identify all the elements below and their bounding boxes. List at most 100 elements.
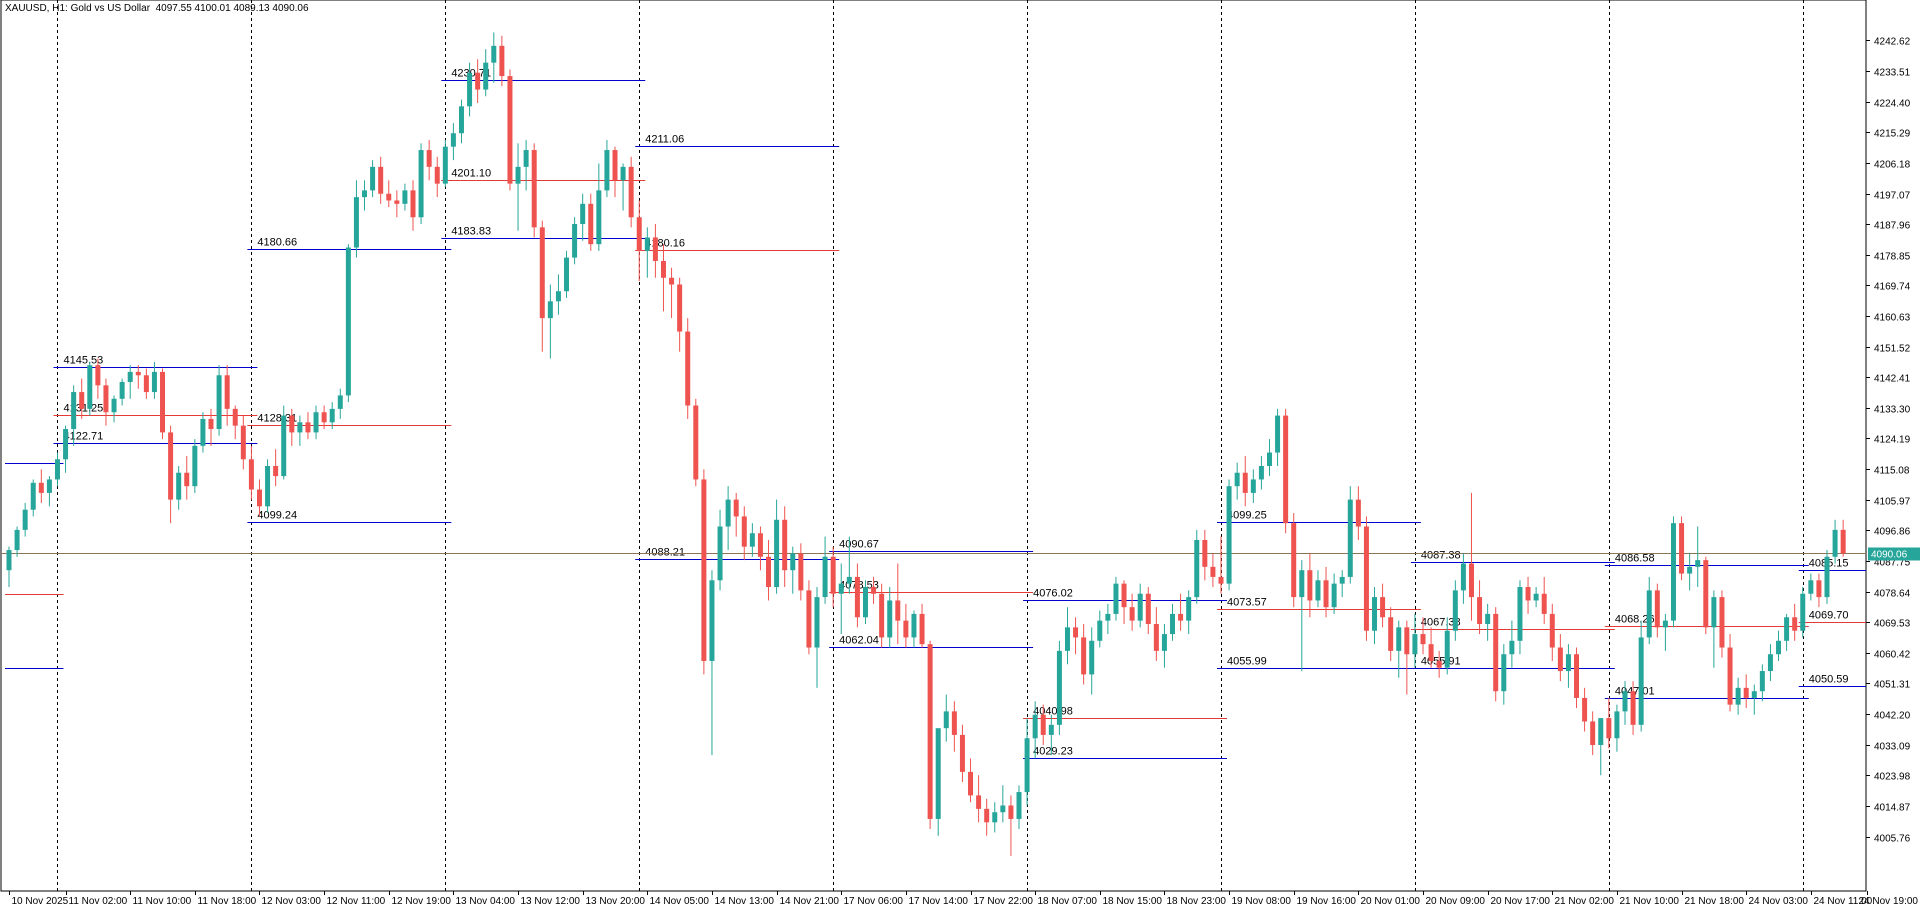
y-tick-label: 4197.07 [1874,191,1911,202]
bull-candle [71,385,77,446]
y-tick-label: 4242.62 [1874,37,1911,48]
candle-body [1145,593,1151,624]
bull-candle [362,180,368,211]
candle-body [1275,415,1281,453]
candle-body [1186,597,1192,621]
candle-body [491,45,497,63]
level-label: 4086.58 [1615,553,1655,565]
candle-body [1509,640,1515,655]
current-price-label: 4090.06 [1871,550,1908,561]
bear-candle [685,318,691,419]
bear-candle [1404,620,1410,695]
candle-body [669,277,675,285]
bull-candle [1137,583,1143,628]
bull-candle [555,274,561,315]
candle-body [1396,627,1402,651]
bear-candle [1380,583,1386,628]
bear-candle [1307,553,1313,618]
level-label: 4090.67 [839,539,879,551]
bear-candle [38,469,44,503]
y-tick-label: 4060.42 [1874,650,1911,661]
bull-candle [515,143,521,231]
candle-body [79,392,85,409]
bear-candle [1355,486,1361,540]
candle-body [1210,566,1216,577]
candle-body [612,150,618,181]
bear-candle [426,139,432,181]
bear-candle [733,492,739,537]
candle-body [1711,597,1717,628]
level-label: 4068.26 [1615,614,1655,626]
level-label: 4040.98 [1033,706,1073,718]
candle-body [588,203,594,245]
x-tick-label: 24 Nov 19:00 [1859,896,1919,907]
bull-candle [329,402,335,430]
candle-body [1008,805,1014,819]
candle-body [1129,607,1135,621]
y-tick-label: 4005.76 [1874,834,1911,845]
bear-candle [766,539,772,601]
candle-body [1137,593,1143,621]
bull-candle [862,580,868,624]
candle-body [1662,620,1668,628]
bear-candle [1363,516,1369,641]
candle-body [1161,634,1167,651]
candle-body [1097,620,1103,641]
bear-candle [1008,795,1014,856]
bear-candle [475,59,481,103]
y-tick-label: 4069.53 [1874,619,1911,630]
bull-candle [151,361,157,399]
candle-body [127,371,133,382]
bull-candle [337,388,343,419]
bear-candle [1210,553,1216,588]
candle-body [1242,472,1248,493]
y-tick-label: 4151.52 [1874,344,1911,355]
candle-body [1388,617,1394,651]
bear-candle [798,543,804,601]
candle-body [22,509,28,530]
bull-candle [1024,718,1030,806]
bear-candle [1121,580,1127,624]
candle-body [46,479,52,493]
candle-body [523,150,529,167]
candle-body [200,418,206,446]
candle-body [224,375,230,409]
candle-body [1436,660,1442,668]
candle-body [1218,576,1224,584]
x-tick-label: 17 Nov 06:00 [844,896,904,907]
level-label: 4050.59 [1809,674,1849,686]
candle-body [289,415,295,433]
candle-body [483,62,489,90]
candle-body [693,405,699,480]
bull-candle [1832,519,1838,564]
candle-body [1800,593,1806,631]
candle-body [370,166,376,191]
bear-candle [539,220,545,352]
candle-body [143,375,149,393]
bull-candle [1331,573,1337,614]
candle-body [1073,627,1079,638]
candle-body [725,499,731,527]
x-tick-label: 20 Nov 01:00 [1361,896,1421,907]
bull-candle [1735,677,1741,715]
bear-candle [903,603,909,648]
candle-body [1614,711,1620,739]
candle-body [208,418,214,430]
candle-body [475,72,481,90]
bear-candle [1792,603,1798,641]
bull-candle [87,361,93,416]
bull-candle [1784,613,1790,651]
bull-candle [1646,576,1652,645]
bear-candle [1323,566,1329,618]
bear-candle [394,190,400,218]
candle-body [862,587,868,618]
candle-body [959,734,965,772]
bear-candle [386,180,392,208]
bull-candle [450,123,456,161]
candle-body [450,133,456,147]
candle-body [1121,583,1127,608]
bear-candle [95,358,101,399]
bear-candle [1178,593,1184,631]
